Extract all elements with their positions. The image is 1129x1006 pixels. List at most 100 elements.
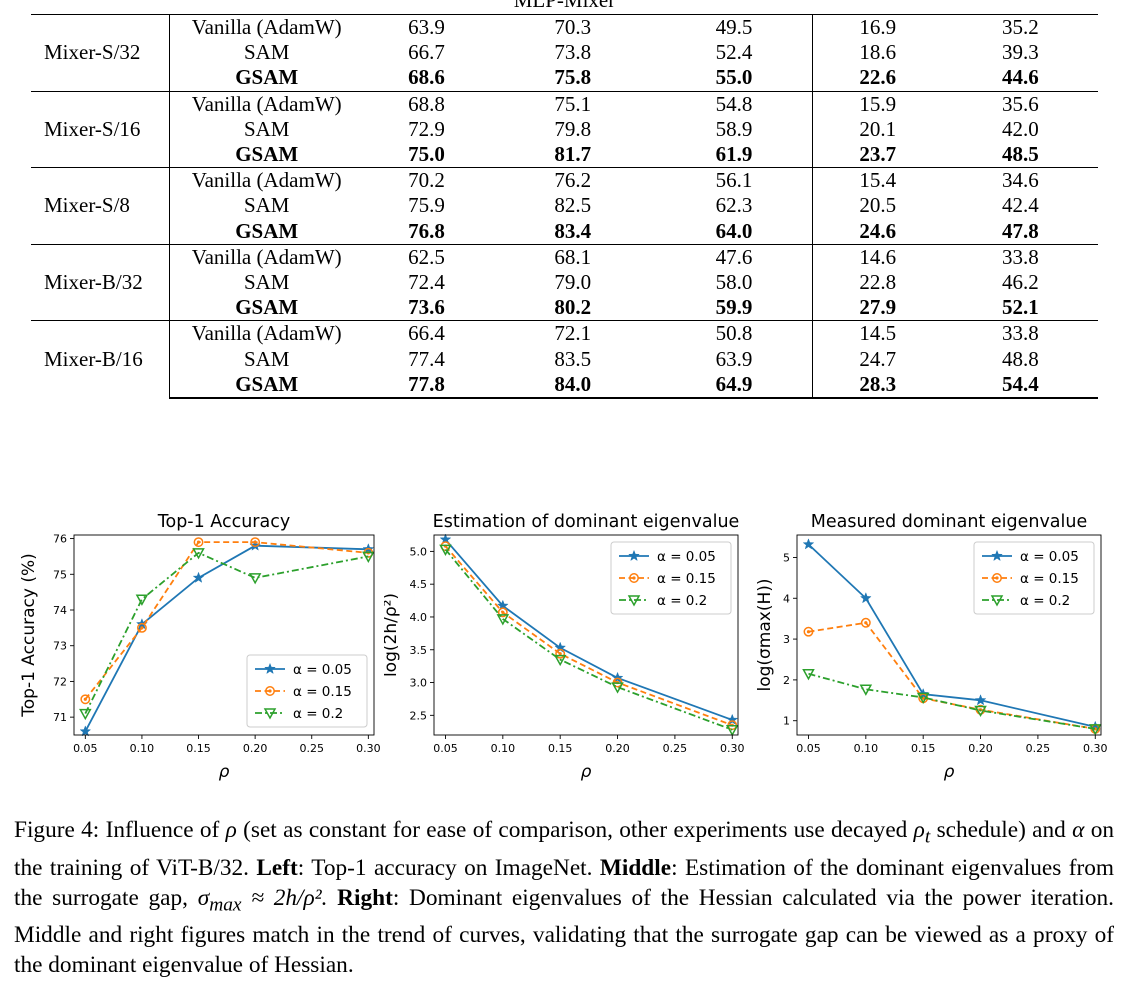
method-cell: Vanilla (AdamW)	[169, 243, 364, 270]
legend-marker-dot	[995, 576, 999, 580]
table-row: SAM 66.7 73.8 52.4 18.6 39.3	[31, 40, 1098, 66]
x-tick-label: 0.25	[663, 742, 688, 755]
legend-entry: α = 0.05	[1020, 549, 1079, 565]
value-cell: 75.8	[554, 65, 592, 90]
y-tick-label: 2	[783, 674, 790, 687]
data-point	[974, 694, 987, 706]
value-cell: 73.6	[408, 295, 445, 320]
value-cell: 48.8	[1002, 346, 1039, 371]
data-point	[136, 622, 147, 633]
table-row: GSAM 77.8 84.0 64.9 28.3 54.4	[31, 371, 1098, 399]
x-tick-label: 0.20	[243, 742, 268, 755]
value-cell: 77.8	[363, 371, 489, 399]
method-cell: Vanilla (AdamW)	[169, 167, 364, 194]
table-row: SAM 72.9 79.8 58.9 20.1 42.0	[31, 116, 1098, 142]
data-point	[80, 694, 91, 705]
value-cell: 14.5	[812, 320, 943, 347]
y-tick-label: 4.5	[410, 578, 428, 591]
series-line	[808, 621, 1096, 730]
x-axis-label: ρ	[944, 762, 955, 782]
data-point-dot	[864, 621, 868, 625]
x-tick-label: 0.10	[130, 742, 155, 755]
data-point-dot	[140, 626, 144, 630]
x-tick-label: 0.05	[796, 742, 821, 755]
data-point	[553, 654, 567, 667]
value-cell: 58.9	[656, 116, 813, 142]
legend-marker	[992, 573, 1002, 583]
legend-marker	[627, 595, 641, 607]
y-axis-label: log(σmax(H))	[755, 578, 775, 691]
x-tick-label: 0.05	[433, 742, 458, 755]
data-point	[362, 551, 375, 563]
value-cell: 49.5	[656, 14, 813, 41]
data-point	[803, 626, 814, 637]
legend-marker	[991, 549, 1003, 562]
method-cell: Vanilla (AdamW)	[169, 14, 364, 41]
x-axis-label: ρ	[581, 762, 592, 782]
data-point	[193, 537, 204, 548]
method-cell: SAM	[243, 116, 290, 141]
series-line	[444, 548, 733, 731]
method-cell: GSAM	[169, 371, 364, 399]
data-point	[802, 669, 815, 681]
method-cell: SAM	[243, 193, 290, 218]
value-cell: 55.0	[656, 65, 813, 92]
value-cell: 48.5	[1002, 142, 1039, 167]
value-cell: 64.9	[656, 371, 813, 399]
value-cell: 24.6	[859, 218, 897, 243]
value-cell: 61.9	[656, 141, 813, 168]
legend-marker	[990, 595, 1004, 607]
legend-entry: α = 0.15	[657, 571, 716, 587]
model-name-cell: Mixer-S/16	[31, 90, 170, 168]
value-cell: 73.8	[554, 40, 592, 65]
data-point	[250, 537, 261, 548]
data-point-dot	[196, 540, 201, 544]
method-cell: SAM	[243, 40, 290, 65]
figure-caption: Figure 4: Influence of ρ (set as constan…	[14, 815, 1114, 980]
value-cell: 79.8	[554, 116, 592, 141]
y-tick-label: 3.0	[410, 677, 428, 690]
data-point	[497, 607, 508, 618]
caption-rho-t-sub: t	[924, 826, 931, 848]
y-tick-label: 74	[53, 604, 67, 617]
caption-text-2: (set as constant for ease of comparison,…	[243, 817, 908, 843]
caption-middle-label: Middle	[599, 854, 672, 881]
series-markers	[439, 533, 739, 725]
value-cell: 44.6	[1002, 65, 1039, 90]
chart-top1-accuracy-svg: Top-1 Accuracy 0.05 0.10 0.15 0.20 0.25 0.30 71…	[19, 512, 381, 782]
caption-left-text: : Top-1 accuracy on ImageNet.	[297, 854, 593, 881]
value-cell: 62.5	[363, 243, 489, 270]
value-cell: 80.2	[554, 295, 592, 320]
model-name-cell: Mixer-B/32	[31, 243, 170, 321]
y-tick-label: 1	[783, 715, 790, 728]
value-cell: 83.5	[554, 346, 592, 371]
data-point	[79, 708, 92, 721]
legend-entry: α = 0.15	[293, 684, 352, 700]
value-cell: 22.6	[859, 65, 897, 90]
chart-measured-eigenvalue-svg: Measured dominant eigenvalue 0.05 0.10 0.15…	[755, 512, 1108, 782]
table-row: SAM 75.9 82.5 62.3 20.5 42.4	[31, 193, 1098, 219]
data-point	[1088, 724, 1102, 736]
y-tick-label: 3	[783, 633, 790, 646]
legend: α = 0.05 α = 0.15 α = 0.2	[246, 654, 368, 728]
value-cell: 42.0	[1002, 116, 1039, 141]
table-row: GSAM 75.0 81.7 61.9 23.7 48.5	[31, 141, 1098, 168]
value-cell: 56.1	[656, 167, 813, 194]
value-cell: 47.8	[1002, 218, 1039, 243]
caption-alpha: α	[1072, 817, 1085, 843]
table-row: Mixer-S/32 Vanilla (AdamW) 63.9 70.3 49.5 16.…	[31, 14, 1098, 92]
caption-rho: ρ	[225, 817, 237, 843]
value-cell: 24.7	[859, 346, 897, 371]
caption-formula: σ	[197, 884, 210, 911]
x-axis-label: ρ	[219, 762, 230, 782]
value-cell: 33.8	[942, 320, 1098, 347]
x-tick-label: 0.20	[968, 742, 993, 755]
value-cell: 23.7	[859, 142, 897, 167]
table-row: Mixer-B/32 Vanilla (AdamW) 62.5 68.1 47.6 14.…	[31, 243, 1098, 321]
x-tick-label: 0.25	[1026, 742, 1051, 755]
table-row: Mixer-S/8 Vanilla (AdamW) 70.2 76.2 56.1 15.4…	[31, 167, 1098, 245]
x-tick-label: 0.15	[548, 742, 573, 755]
series-markers	[79, 548, 375, 721]
method-cell: SAM	[243, 269, 290, 294]
legend-entry: α = 0.05	[293, 662, 352, 678]
